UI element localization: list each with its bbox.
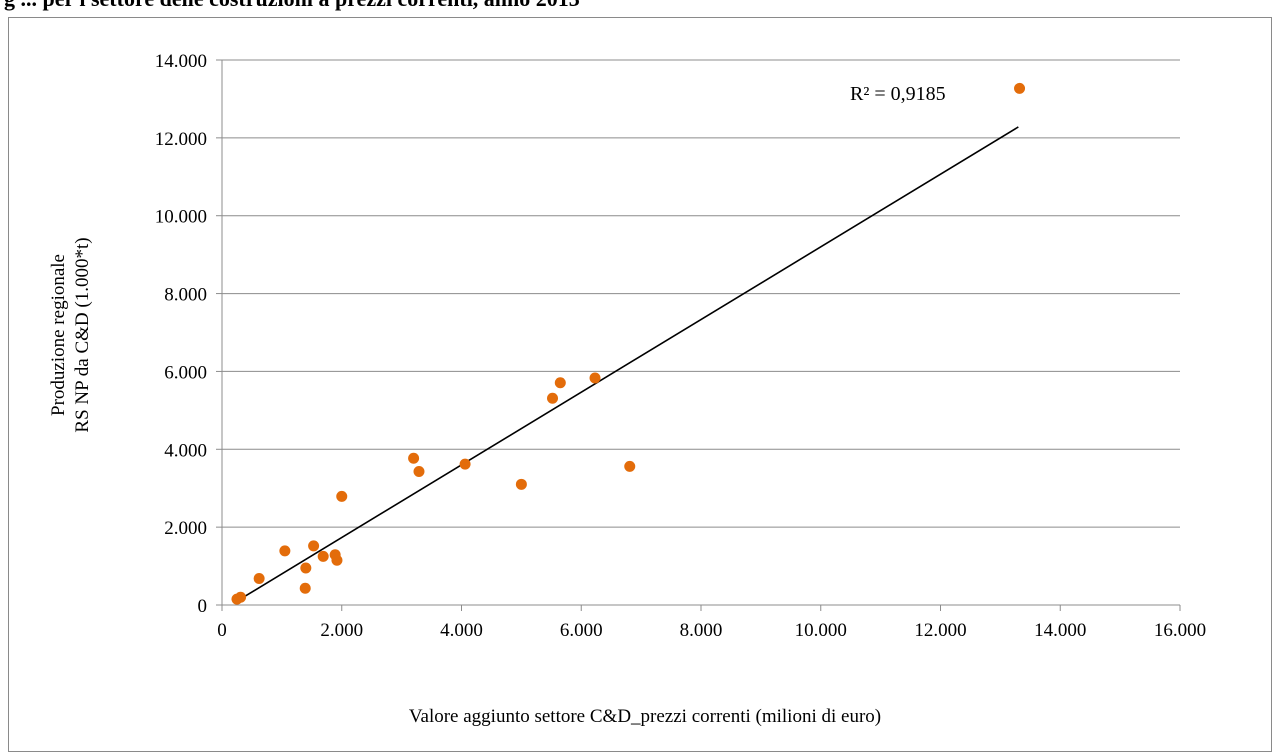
x-tick-label: 10.000 <box>795 620 847 641</box>
y-tick-label: 8.000 <box>164 285 207 306</box>
data-point <box>300 562 312 574</box>
y-tick-label: 0 <box>198 596 208 617</box>
data-point <box>408 452 420 464</box>
axes <box>216 59 1181 611</box>
y-tick-label: 4.000 <box>164 440 207 461</box>
x-tick-label: 8.000 <box>680 620 723 641</box>
data-point <box>589 372 601 384</box>
data-point <box>331 554 343 566</box>
data-point <box>413 465 425 477</box>
y-axis-label: Produzione regionale RS NP da C&D (1.000… <box>48 237 93 432</box>
data-point <box>547 392 559 404</box>
x-tick-label: 16.000 <box>1154 620 1206 641</box>
y-tick-label: 6.000 <box>164 362 207 383</box>
data-point <box>1014 82 1026 94</box>
trendline <box>236 126 1019 602</box>
trendline-layer <box>236 126 1019 602</box>
data-point <box>624 460 636 472</box>
x-axis-label: Valore aggiunto settore C&D_prezzi corre… <box>409 706 881 727</box>
r-squared-annotation: R² = 0,9185 <box>850 83 946 105</box>
grid-lines <box>222 59 1180 528</box>
chart-frame <box>8 17 1272 752</box>
y-tick-label: 14.000 <box>155 51 207 72</box>
page-heading: g ... per i settore delle costruzioni a … <box>4 0 580 10</box>
data-point <box>299 582 311 594</box>
x-tick-label: 6.000 <box>560 620 603 641</box>
tick-labels: 0 2.000 4.000 6.000 8.000 10.000 12.000 14.000 1… <box>155 51 1206 641</box>
x-tick-label: 14.000 <box>1034 620 1086 641</box>
data-points <box>231 82 1026 605</box>
y-tick-label: 10.000 <box>155 207 207 228</box>
x-tick-label: 12.000 <box>914 620 966 641</box>
x-tick-label: 4.000 <box>440 620 483 641</box>
data-point <box>253 573 265 585</box>
data-point <box>554 377 566 389</box>
data-point <box>317 550 329 562</box>
data-point <box>459 458 471 470</box>
y-axis-label-line1: Produzione regionale <box>48 254 69 416</box>
data-point <box>336 490 348 502</box>
y-axis-label-line2: RS NP da C&D (1.000*t) <box>72 237 93 432</box>
data-point <box>235 591 247 603</box>
y-tick-label: 2.000 <box>164 518 207 539</box>
y-tick-label: 12.000 <box>155 129 207 150</box>
x-tick-label: 0 <box>217 620 227 641</box>
x-tick-label: 2.000 <box>320 620 363 641</box>
data-point <box>515 478 527 490</box>
data-point <box>279 545 291 557</box>
data-point <box>308 540 320 552</box>
